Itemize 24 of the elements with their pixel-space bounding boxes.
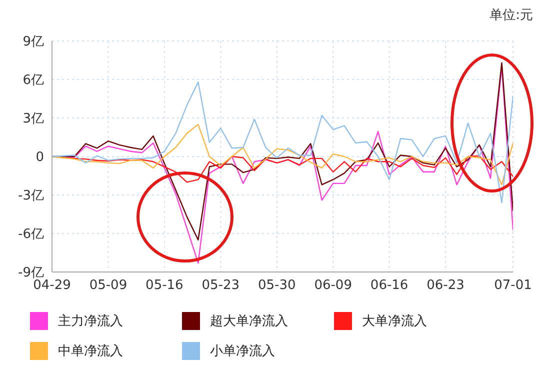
y-tick-label: -9亿 [18, 266, 44, 281]
x-tick-label: 05-09 [89, 278, 128, 294]
x-tick-label: 05-23 [202, 278, 240, 294]
x-tick-label: 05-16 [146, 278, 184, 294]
legend-label: 超大单净流入 [210, 313, 288, 330]
legend-label: 中单净流入 [58, 343, 123, 360]
line-series [52, 124, 513, 186]
legend-label: 小单净流入 [210, 343, 275, 360]
x-tick-label: 04-29 [33, 278, 71, 294]
x-tick-label: 06-23 [426, 278, 464, 294]
legend-label: 主力净流入 [58, 313, 123, 330]
y-tick-label: 6亿 [22, 73, 44, 88]
y-tick-label: -3亿 [18, 188, 44, 204]
y-tick-label: 9亿 [22, 34, 44, 50]
y-tick-label: 0 [36, 150, 44, 166]
x-tick-label: 05-30 [258, 278, 296, 294]
x-tick-label: 06-16 [370, 278, 408, 294]
text: 单位:元 [490, 7, 533, 24]
line-series [52, 81, 513, 204]
x-tick-label: 06-09 [314, 278, 352, 294]
x-tick-label: 07-01 [494, 278, 532, 294]
y-tick-label: 3亿 [22, 112, 44, 127]
y-tick-label: -6亿 [18, 227, 44, 242]
legend-label: 大单净流入 [362, 313, 427, 330]
